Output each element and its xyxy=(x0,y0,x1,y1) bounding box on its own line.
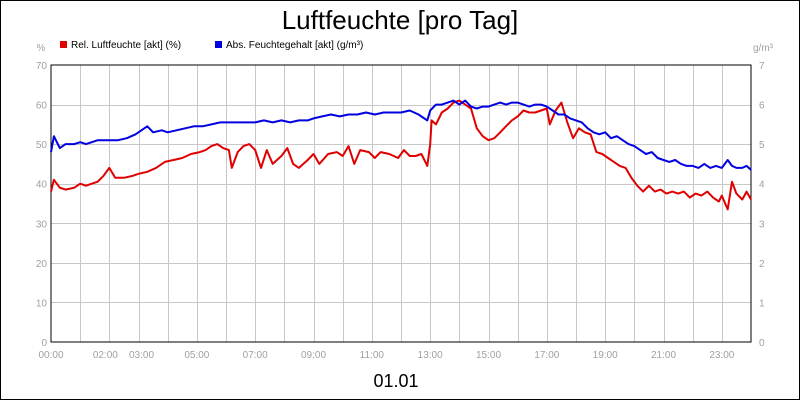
x-tick-label: 13:00 xyxy=(418,350,443,361)
legend-swatch-rel xyxy=(60,41,67,48)
y-right-tick-label: 0 xyxy=(759,338,765,349)
series-line-rel-humidity xyxy=(50,99,752,211)
y-right-tick-label: 3 xyxy=(759,219,765,230)
y-left-tick-label: 10 xyxy=(36,298,48,309)
left-axis-unit: % xyxy=(37,43,46,54)
right-axis-ticks: 0 1 2 3 4 5 6 7 xyxy=(759,61,765,349)
y-left-tick-label: 70 xyxy=(36,61,48,72)
legend-swatch-abs xyxy=(215,41,222,48)
chart-title: Luftfeuchte [pro Tag] xyxy=(282,5,519,35)
legend-label-rel: Rel. Luftfeuchte [akt] (%) xyxy=(71,40,181,51)
x-tick-label: 03:00 xyxy=(129,350,154,361)
x-tick-label: 05:00 xyxy=(184,350,209,361)
left-axis-ticks: 0 10 20 30 40 50 60 70 xyxy=(36,61,48,349)
date-label: 01.01 xyxy=(373,371,418,391)
y-left-tick-label: 60 xyxy=(36,101,48,112)
x-tick-label: 11:00 xyxy=(360,350,385,361)
y-right-tick-label: 7 xyxy=(759,61,765,72)
y-right-tick-label: 1 xyxy=(759,298,765,309)
x-tick-label: 00:00 xyxy=(38,350,63,361)
x-tick-label: 19:00 xyxy=(593,350,618,361)
y-left-tick-label: 20 xyxy=(36,259,48,270)
grid-lines xyxy=(51,65,751,342)
y-left-tick-label: 50 xyxy=(36,140,48,151)
x-tick-label: 15:00 xyxy=(476,350,501,361)
right-axis-unit: g/m³ xyxy=(753,43,774,54)
x-tick-label: 09:00 xyxy=(301,350,326,361)
series-layer xyxy=(50,99,752,211)
x-axis-ticks: 00:00 02:00 03:00 05:00 07:00 09:00 11:00 13:00… xyxy=(38,350,734,361)
x-tick-label: 17:00 xyxy=(534,350,559,361)
series-line-abs-humidity xyxy=(50,99,752,171)
y-left-tick-label: 0 xyxy=(41,338,47,349)
legend: Rel. Luftfeuchte [akt] (%) Abs. Feuchteg… xyxy=(60,40,363,51)
y-left-tick-label: 40 xyxy=(36,180,48,191)
y-right-tick-label: 6 xyxy=(759,101,765,112)
y-right-tick-label: 5 xyxy=(759,140,765,151)
x-tick-label: 07:00 xyxy=(243,350,268,361)
legend-label-abs: Abs. Feuchtegehalt [akt] (g/m³) xyxy=(226,40,363,51)
x-tick-label: 21:00 xyxy=(651,350,676,361)
y-left-tick-label: 30 xyxy=(36,219,48,230)
y-right-tick-label: 2 xyxy=(759,259,765,270)
x-tick-label: 23:00 xyxy=(709,350,734,361)
y-right-tick-label: 4 xyxy=(759,180,765,191)
x-tick-label: 02:00 xyxy=(93,350,118,361)
plot-frame xyxy=(50,64,752,343)
